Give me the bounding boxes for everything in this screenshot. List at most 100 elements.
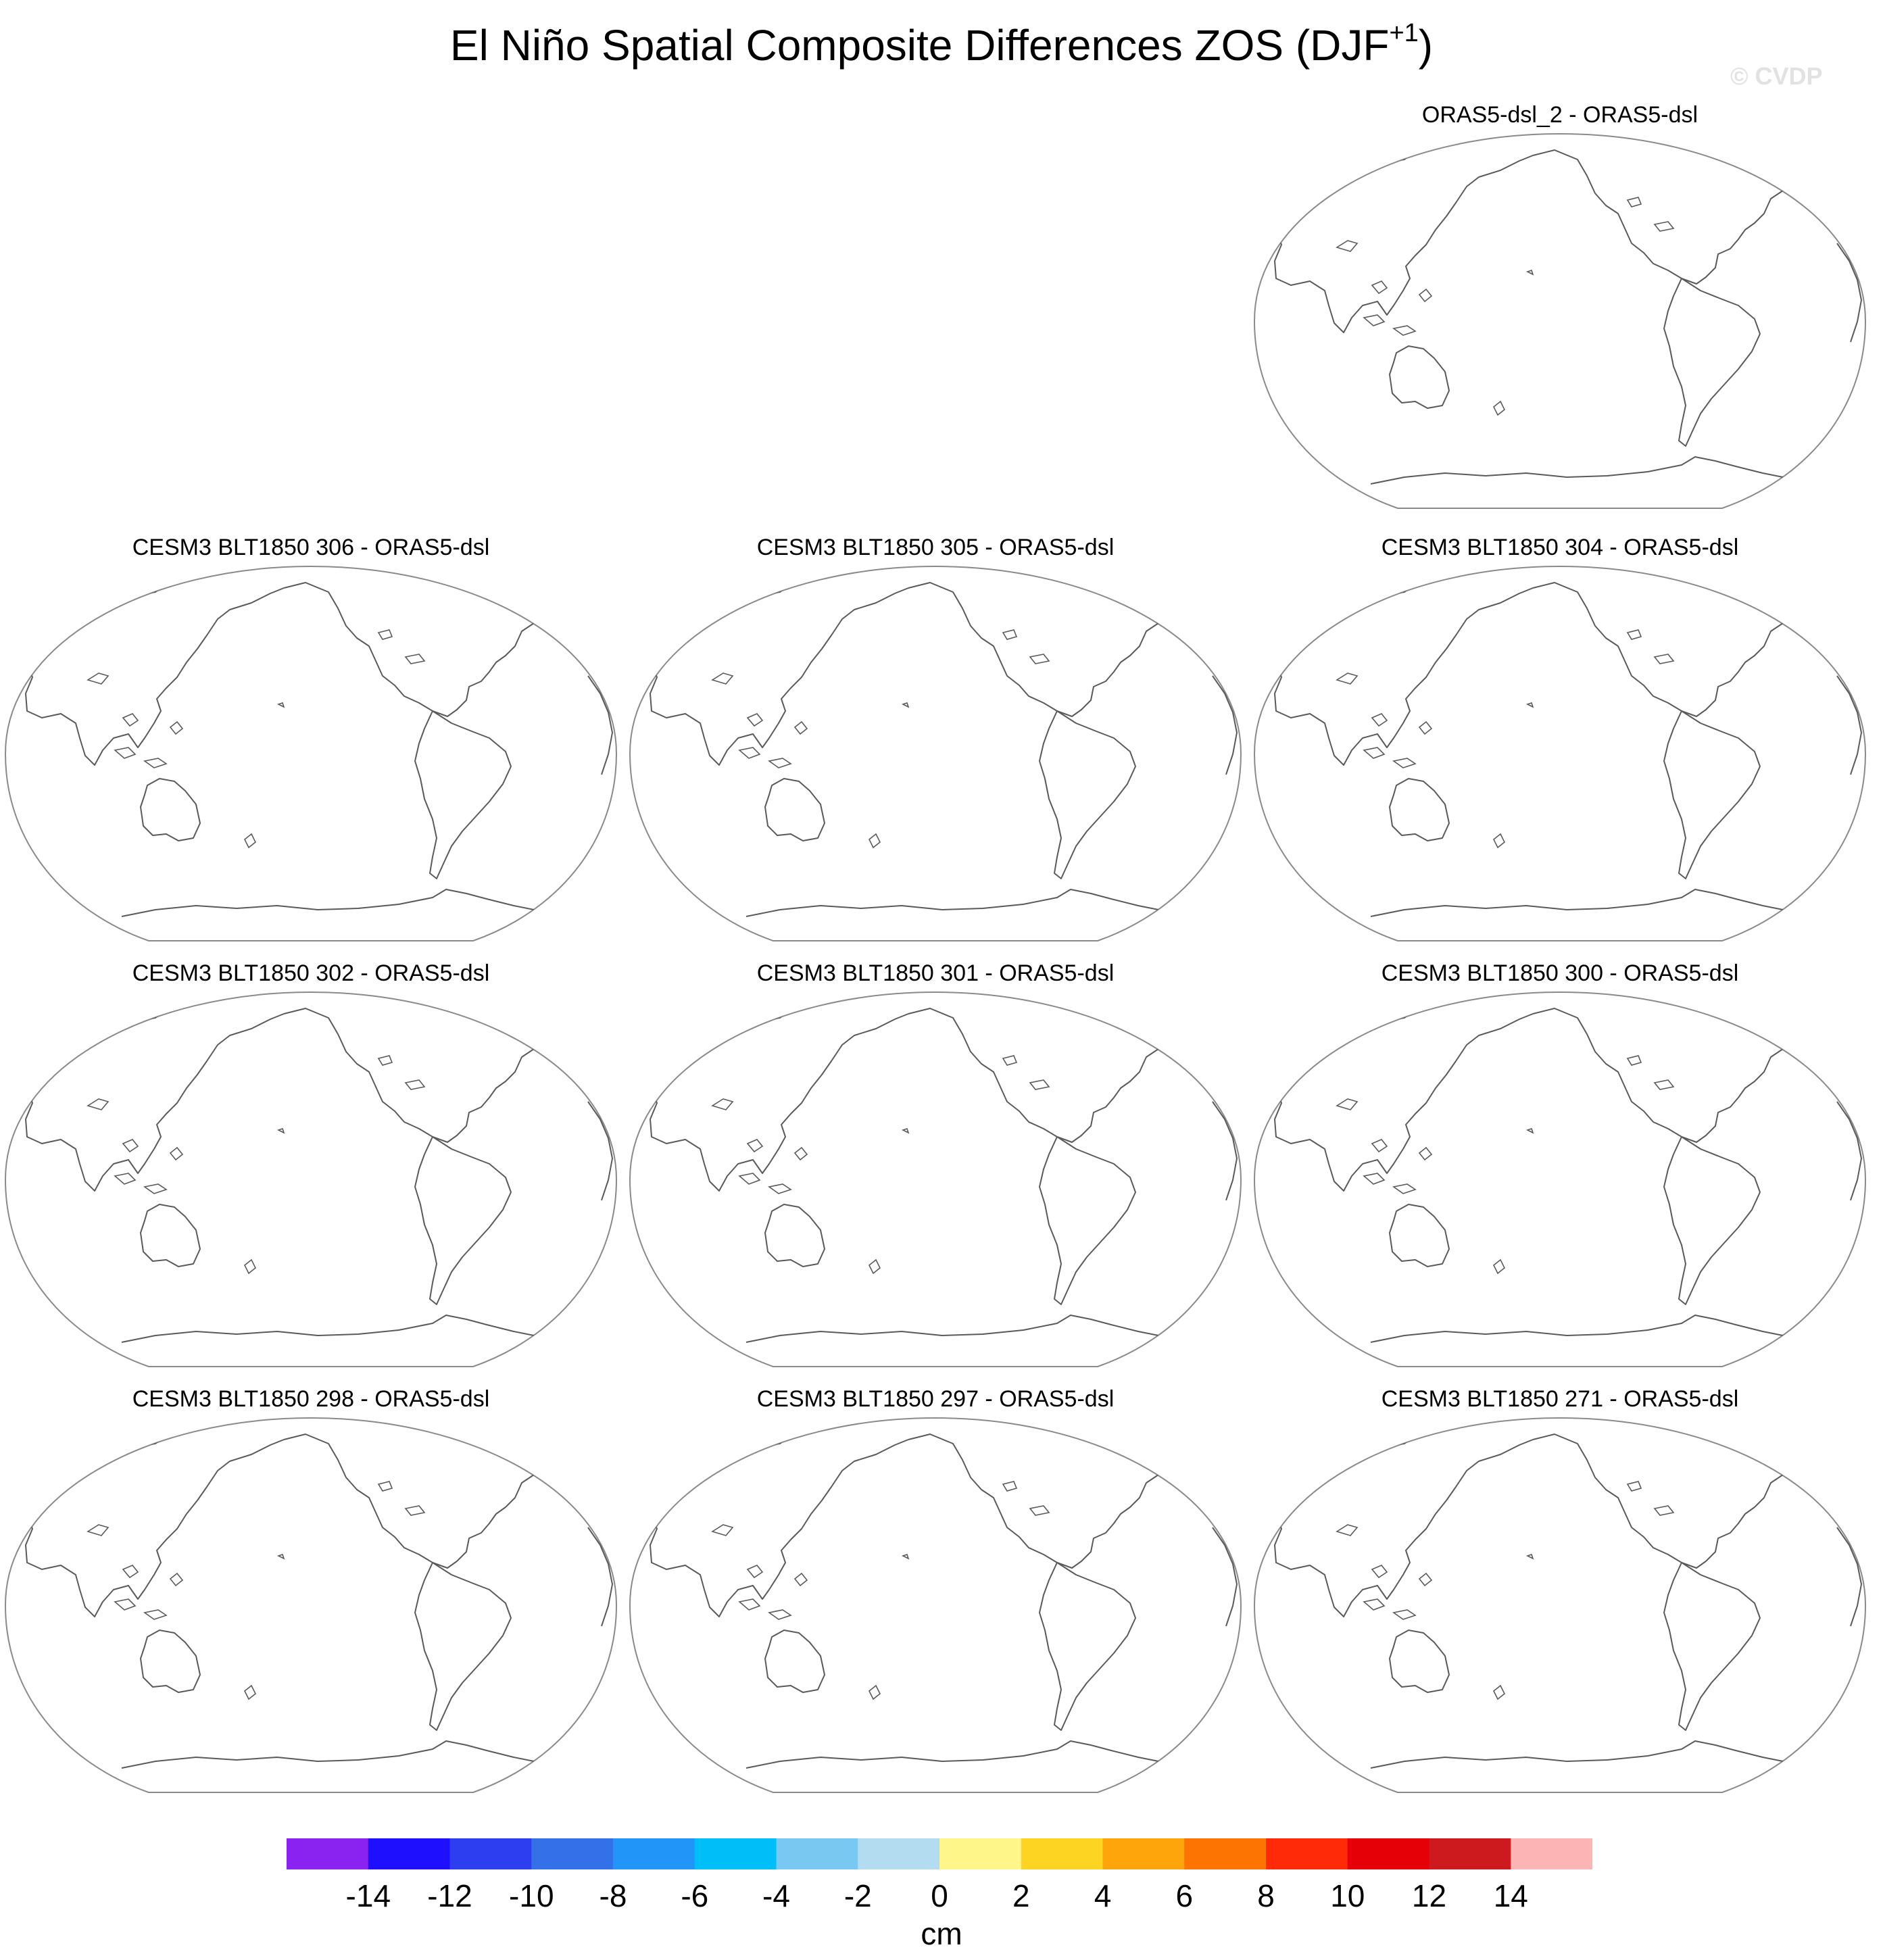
panel-title: CESM3 BLT1850 305 - ORAS5-dsl: [756, 535, 1115, 560]
island: [1029, 1079, 1050, 1090]
island: [1653, 221, 1675, 232]
colorbar-tick-label: -4: [762, 1878, 790, 1913]
world-map: [4, 1417, 618, 1793]
island: [1392, 1183, 1417, 1194]
panel-title: CESM3 BLT1850 301 - ORAS5-dsl: [756, 960, 1115, 986]
world-map: [1253, 565, 1867, 941]
coastline: [520, 1002, 582, 1042]
colorbar-tick-label: 6: [1175, 1878, 1194, 1913]
coastline: [1212, 1101, 1238, 1201]
colorbar-tick-label: -2: [843, 1878, 872, 1913]
map-panel: CESM3 BLT1850 302 - ORAS5-dsl: [0, 960, 622, 1386]
island: [1653, 1079, 1675, 1090]
coastline: [1389, 345, 1450, 409]
map-boundary: [4, 1417, 618, 1793]
coastline: [140, 778, 201, 841]
colorbar-tick-label: -8: [599, 1878, 627, 1913]
panel-title: CESM3 BLT1850 297 - ORAS5-dsl: [756, 1386, 1115, 1412]
coastline: [1663, 1562, 1761, 1731]
island: [404, 1079, 426, 1090]
colorbar-units: cm: [921, 1916, 962, 1951]
coastline: [1836, 1101, 1862, 1201]
coastline: [1663, 278, 1761, 447]
island: [87, 1524, 109, 1536]
island: [169, 1146, 184, 1161]
map-panel: CESM3 BLT1850 300 - ORAS5-dsl: [1249, 960, 1871, 1386]
island: [1371, 1565, 1388, 1579]
island: [243, 833, 257, 849]
world-map: [629, 565, 1242, 941]
island: [1002, 1481, 1018, 1492]
island: [169, 1572, 184, 1587]
island: [1418, 288, 1433, 303]
colorbar-tick-label: 8: [1257, 1878, 1275, 1913]
island: [377, 1055, 393, 1066]
island: [122, 1139, 139, 1153]
coastline: [140, 1630, 201, 1693]
island: [1392, 1609, 1417, 1620]
colorbar-swatch: [776, 1838, 858, 1869]
island: [1336, 1524, 1359, 1536]
colorbar-swatch: [1266, 1838, 1348, 1869]
coastline: [1212, 675, 1238, 775]
map-panel: CESM3 BLT1850 301 - ORAS5-dsl: [625, 960, 1246, 1386]
island: [1525, 269, 1534, 276]
colorbar-tick-label: 0: [931, 1878, 948, 1913]
island: [1029, 1505, 1050, 1516]
panel-title: CESM3 BLT1850 271 - ORAS5-dsl: [1381, 1386, 1739, 1412]
island: [746, 1565, 764, 1579]
coastline: [745, 1315, 1173, 1343]
colorbar-swatch: [1511, 1838, 1592, 1869]
island: [1363, 1173, 1386, 1185]
island: [868, 1684, 881, 1700]
coastline: [1370, 1740, 1797, 1769]
island: [1371, 713, 1388, 727]
island: [143, 1609, 168, 1620]
coastline: [414, 1136, 512, 1305]
coastline: [140, 1204, 201, 1267]
island: [276, 702, 285, 708]
panel-title: CESM3 BLT1850 306 - ORAS5-dsl: [132, 535, 490, 560]
coastline: [745, 889, 1173, 917]
island: [1371, 1139, 1388, 1153]
island: [276, 1553, 285, 1560]
coastline: [520, 1428, 582, 1467]
coastline: [1370, 889, 1797, 917]
island: [793, 720, 808, 735]
coastline: [745, 1740, 1173, 1769]
colorbar-swatch: [694, 1838, 777, 1869]
island: [1336, 1098, 1359, 1110]
coastline: [1769, 1002, 1831, 1042]
island: [1002, 629, 1018, 640]
colorbar-tick-label: 12: [1411, 1878, 1447, 1913]
coastline: [1389, 1630, 1450, 1693]
panel-title: CESM3 BLT1850 300 - ORAS5-dsl: [1381, 960, 1739, 986]
island: [793, 1572, 808, 1587]
coastline: [1836, 1527, 1862, 1627]
island: [746, 1139, 764, 1153]
colorbar-swatch: [858, 1838, 940, 1869]
colorbar-swatch: [531, 1838, 614, 1869]
coastline: [1370, 456, 1797, 485]
island: [87, 672, 109, 685]
island: [1525, 702, 1534, 708]
island: [711, 1524, 734, 1536]
colorbar-swatch: [613, 1838, 695, 1869]
colorbar-swatch: [1102, 1838, 1185, 1869]
coastline: [1389, 778, 1450, 841]
coastline: [1144, 1428, 1206, 1467]
coastline: [1769, 577, 1831, 616]
world-map: [4, 991, 618, 1367]
island: [711, 1098, 734, 1110]
coastline: [1039, 710, 1136, 879]
island: [1626, 1481, 1642, 1492]
figure-title: El Niño Spatial Composite Differences ZO…: [0, 20, 1883, 70]
coastline: [1039, 1136, 1136, 1305]
island: [768, 1183, 792, 1194]
map-boundary: [1253, 1417, 1867, 1793]
map-boundary: [4, 565, 618, 941]
colorbar: [287, 1838, 1592, 1869]
coastline: [764, 1204, 825, 1267]
figure-title-superscript: +1: [1389, 19, 1419, 47]
coastline: [414, 710, 512, 879]
